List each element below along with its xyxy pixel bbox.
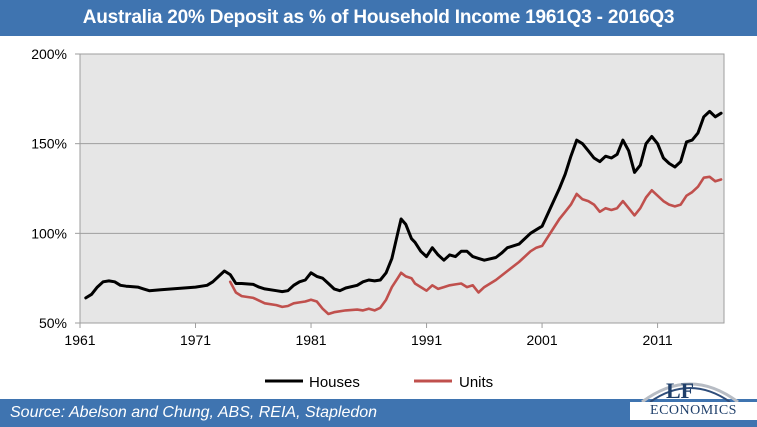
x-tick-label: 2001 xyxy=(526,332,557,348)
source-note: Source: Abelson and Chung, ABS, REIA, St… xyxy=(10,404,378,421)
lf-economics-logo: LF ECONOMICS xyxy=(626,370,757,427)
x-tick-label: 1981 xyxy=(295,332,326,348)
series-line-units xyxy=(228,175,723,316)
plot-background xyxy=(79,53,725,324)
line-chart: 50% 100% 150% 200% 1961 1971 1981 1991 2001 2011… xyxy=(31,46,725,391)
y-tick-label: 100% xyxy=(31,225,67,241)
chart-title: Australia 20% Deposit as % of Household … xyxy=(0,0,757,36)
y-tick-label: 200% xyxy=(31,46,67,62)
chart-area: 50% 100% 150% 200% 1961 1971 1981 1991 2001 2011… xyxy=(0,36,757,399)
x-tick-label: 1991 xyxy=(411,332,442,348)
logo-arch-icon xyxy=(641,382,739,404)
logo-wordmark: ECONOMICS xyxy=(630,402,757,420)
logo-monogram: LF xyxy=(666,378,695,403)
x-tick-label: 1961 xyxy=(64,332,95,348)
legend-label-houses: Houses xyxy=(309,374,360,391)
x-tick-label: 1971 xyxy=(180,332,211,348)
x-tick-label: 2011 xyxy=(643,332,673,348)
y-tick-label: 150% xyxy=(31,136,67,152)
series-line-houses xyxy=(84,109,723,300)
legend-label-units: Units xyxy=(459,374,493,391)
y-tick-label: 50% xyxy=(39,315,67,331)
